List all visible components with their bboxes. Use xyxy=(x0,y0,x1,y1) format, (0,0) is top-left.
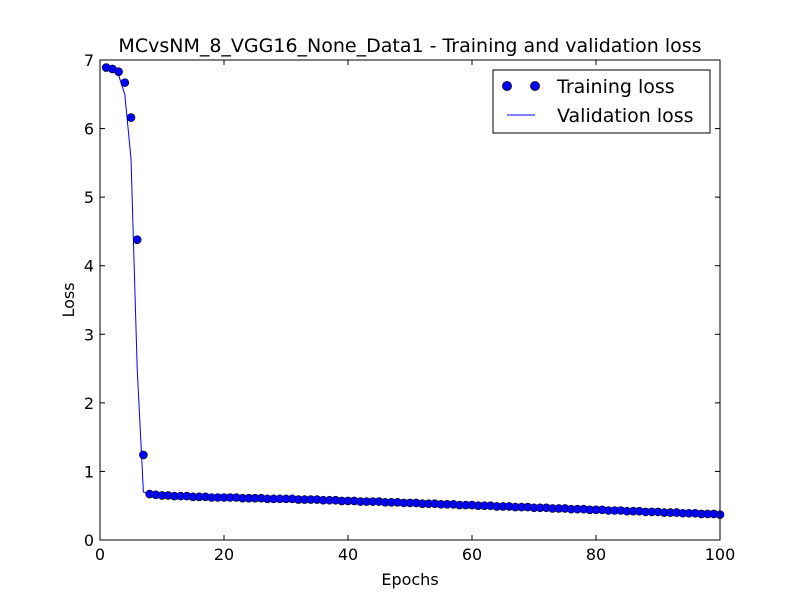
y-axis-label: Loss xyxy=(59,282,78,317)
chart-title: MCvsNM_8_VGG16_None_Data1 - Training and… xyxy=(118,35,701,57)
plot-area xyxy=(101,63,725,519)
legend-marker-training-2 xyxy=(530,81,540,91)
plot-frame xyxy=(99,59,721,541)
y-tick-label: 5 xyxy=(84,188,94,207)
y-tick-label: 6 xyxy=(84,120,94,139)
y-tick-label: 4 xyxy=(84,257,94,276)
y-axis: 0 1 2 3 4 5 6 7 xyxy=(84,51,720,550)
training-loss-point xyxy=(114,67,123,76)
x-tick-label: 80 xyxy=(586,545,606,564)
x-tick-label: 0 xyxy=(95,545,105,564)
training-loss-point xyxy=(126,113,136,122)
x-tick-label: 40 xyxy=(338,545,358,564)
y-tick-label: 2 xyxy=(84,394,94,413)
legend-box xyxy=(492,69,711,134)
x-tick-label: 20 xyxy=(214,545,234,564)
x-axis: 0 20 40 60 80 100 xyxy=(95,60,735,564)
series-line-validation-loss xyxy=(106,67,720,516)
legend-label-training: Training loss xyxy=(556,76,675,98)
training-loss-point xyxy=(139,450,148,460)
y-tick-label: 7 xyxy=(84,51,94,70)
y-tick-label: 0 xyxy=(84,531,94,550)
training-loss-point xyxy=(132,235,142,244)
y-tick-label: 3 xyxy=(84,325,94,344)
x-tick-label: 60 xyxy=(462,545,482,564)
x-tick-label: 100 xyxy=(705,545,736,564)
legend-marker-training-1 xyxy=(502,81,512,91)
training-loss-point xyxy=(120,78,130,87)
legend-label-validation: Validation loss xyxy=(557,105,694,127)
y-tick-label: 1 xyxy=(84,462,94,481)
x-axis-label: Epochs xyxy=(381,570,438,589)
legend: Training loss Validation loss xyxy=(492,69,711,134)
